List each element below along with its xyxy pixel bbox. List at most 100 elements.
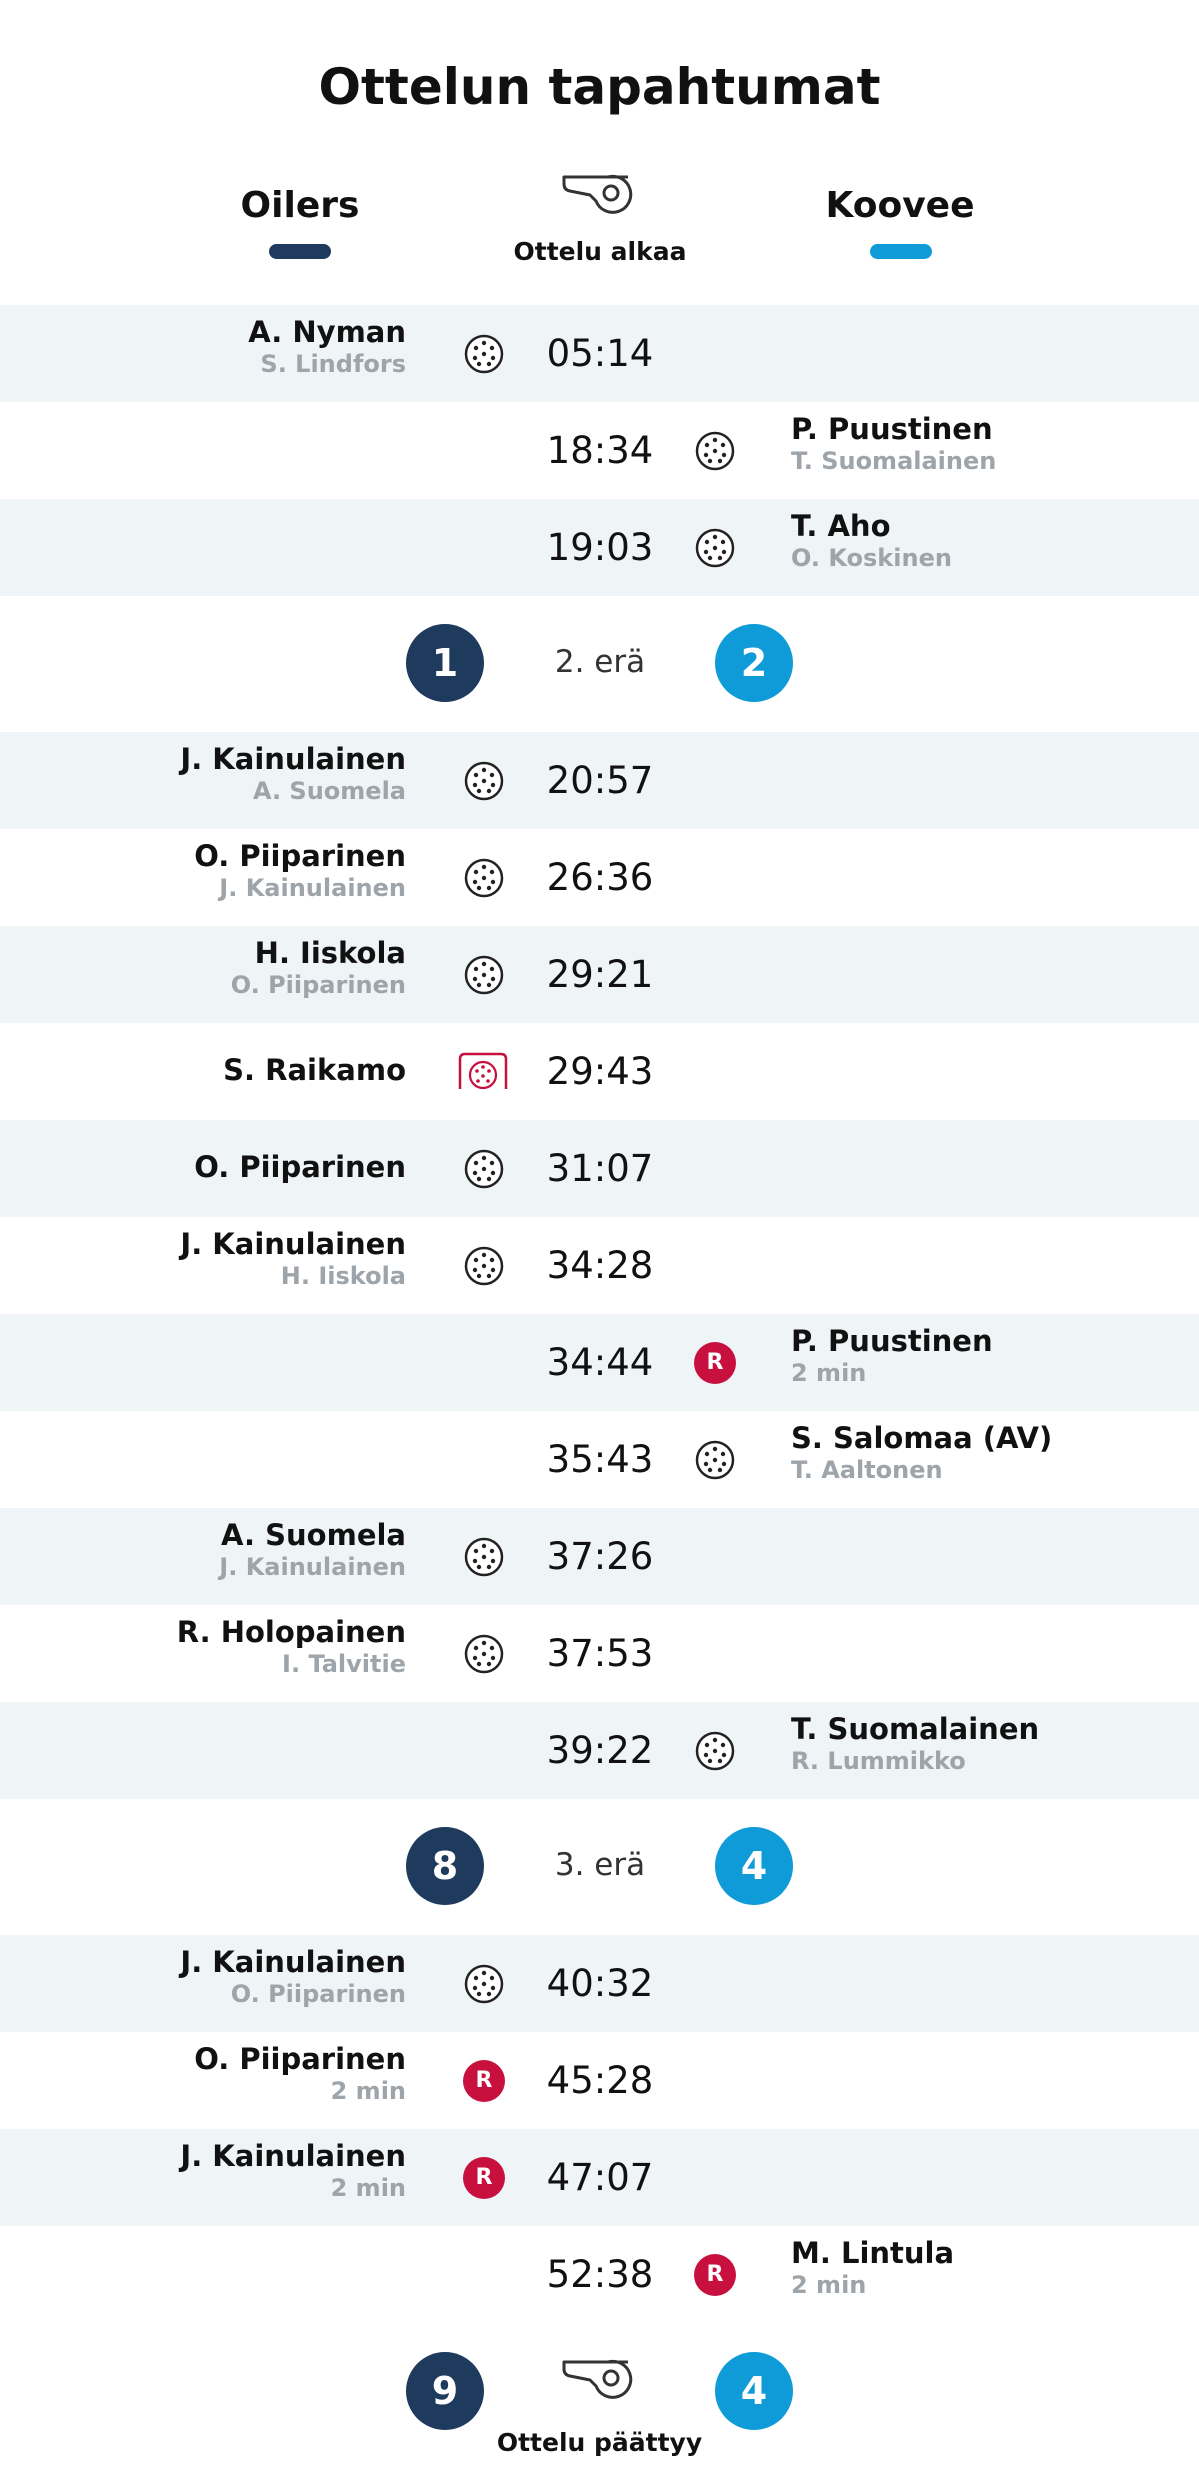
event-row: 26:36 O. Piiparinen J. Kainulainen [0,829,1199,926]
assist-name: H. Iiskola [280,1262,406,1290]
whistle-icon [562,174,633,214]
goal-icon [463,1633,505,1675]
player-name: J. Kainulainen [180,742,406,776]
penalty-icon: R [694,1342,736,1384]
match-start: Ottelu alkaa [450,165,750,275]
period-score-home: 8 [406,1827,484,1905]
player-name: P. Puustinen [791,1324,993,1358]
goal-icon [694,430,736,472]
goal-icon [463,1245,505,1287]
event-time: 47:07 [546,2156,654,2199]
event-info: J. Kainulainen 2 min [6,2139,406,2202]
event-row: 34:28 J. Kainulainen H. Iiskola [0,1217,1199,1314]
assist-name: S. Lindfors [260,350,406,378]
assist-name: O. Piiparinen [230,1980,406,2008]
event-time: 19:03 [546,526,654,569]
player-name: R. Holopainen [176,1615,406,1649]
player-name: J. Kainulainen [180,1945,406,1979]
event-time: 35:43 [546,1438,654,1481]
event-info: O. Piiparinen [6,1150,406,1184]
penalty-duration: 2 min [791,1359,867,1387]
assist-name: A. Suomela [252,777,406,805]
goal-icon [694,1439,736,1481]
assist-name: J. Kainulainen [219,874,406,902]
penalty-icon: R [463,2060,505,2102]
event-row: 35:43 S. Salomaa (AV) T. Aaltonen [0,1411,1199,1508]
ball-icon [695,1731,735,1771]
event-row: 29:43 S. Raikamo [0,1023,1199,1120]
period-separator: 1 2. erä 2 [0,596,1199,730]
player-name: T. Aho [791,509,891,543]
event-info: J. Kainulainen O. Piiparinen [6,1945,406,2008]
event-row: 20:57 J. Kainulainen A. Suomela [0,732,1199,829]
event-time: 31:07 [546,1147,654,1190]
event-row: 37:53 R. Holopainen I. Talvitie [0,1605,1199,1702]
ball-icon [695,1440,735,1480]
event-time: 26:36 [546,856,654,899]
event-info: M. Lintula 2 min [791,2236,1191,2299]
final-score-home: 9 [406,2352,484,2430]
team-color-bar-home [269,244,331,259]
event-info: R. Holopainen I. Talvitie [6,1615,406,1678]
event-row: 18:34 P. Puustinen T. Suomalainen [0,402,1199,499]
assist-name: O. Piiparinen [230,971,406,999]
penalty-badge: R [463,2060,505,2102]
event-time: 29:21 [546,953,654,996]
player-name: H. Iiskola [254,936,406,970]
goal-icon [463,857,505,899]
event-row: 40:32 J. Kainulainen O. Piiparinen [0,1935,1199,2032]
event-time: 34:28 [546,1244,654,1287]
event-info: J. Kainulainen H. Iiskola [6,1227,406,1290]
period-label: 2. erä [554,644,646,680]
event-row: 52:38 M. Lintula 2 min R [0,2226,1199,2323]
event-info: T. Aho O. Koskinen [791,509,1191,572]
event-info: A. Nyman S. Lindfors [6,315,406,378]
penalty-duration: 2 min [791,2271,867,2299]
player-name: O. Piiparinen [194,2042,406,2076]
team-name-away: Koovee [825,185,975,226]
ball-icon [464,1537,504,1577]
penalty-badge: R [463,2157,505,2199]
event-row: 47:07 J. Kainulainen 2 min R [0,2129,1199,2226]
period-separator: 8 3. erä 4 [0,1799,1199,1933]
event-time: 37:53 [546,1632,654,1675]
player-name: O. Piiparinen [194,1150,406,1184]
player-name: T. Suomalainen [791,1712,1040,1746]
event-row: 45:28 O. Piiparinen 2 min R [0,2032,1199,2129]
event-time: 18:34 [546,429,654,472]
event-info: P. Puustinen 2 min [791,1324,1191,1387]
player-name: S. Raikamo [223,1053,406,1087]
ball-icon [464,334,504,374]
goal-icon [694,1730,736,1772]
player-name: M. Lintula [791,2236,955,2270]
ball-icon [695,431,735,471]
event-time: 37:26 [546,1535,654,1578]
assist-name: R. Lummikko [791,1747,966,1775]
player-name: A. Nyman [248,315,406,349]
penalty-icon: R [694,2254,736,2296]
assist-name: O. Koskinen [791,544,952,572]
event-time: 34:44 [546,1341,654,1384]
team-name-home: Oilers [240,185,360,226]
assist-name: I. Talvitie [282,1650,406,1678]
team-color-bar-away [870,244,932,259]
match-start-label: Ottelu alkaa [513,237,687,266]
event-time: 20:57 [546,759,654,802]
assist-name: T. Aaltonen [791,1456,943,1484]
event-info: H. Iiskola O. Piiparinen [6,936,406,999]
penalty-icon: R [463,2157,505,2199]
player-name: J. Kainulainen [180,2139,406,2173]
goal-icon [463,760,505,802]
event-info: J. Kainulainen A. Suomela [6,742,406,805]
event-row: 29:21 H. Iiskola O. Piiparinen [0,926,1199,1023]
event-row: 19:03 T. Aho O. Koskinen [0,499,1199,596]
event-row: 31:07 O. Piiparinen [0,1120,1199,1217]
event-row: 34:44 P. Puustinen 2 min R [0,1314,1199,1411]
goal-icon [463,1536,505,1578]
event-info: O. Piiparinen 2 min [6,2042,406,2105]
whistle-icon [562,2359,633,2399]
event-info: O. Piiparinen J. Kainulainen [6,839,406,902]
event-info: P. Puustinen T. Suomalainen [791,412,1191,475]
event-info: T. Suomalainen R. Lummikko [791,1712,1191,1775]
event-time: 05:14 [546,332,654,375]
